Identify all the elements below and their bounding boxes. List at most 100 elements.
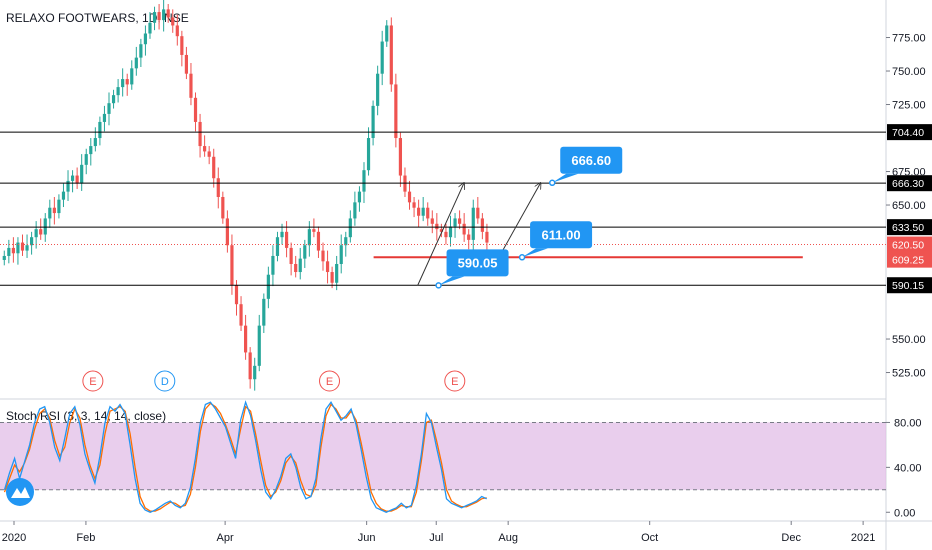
candle-body: [312, 229, 316, 232]
candle-body: [462, 223, 466, 235]
candle-body: [234, 285, 239, 305]
candle-body: [344, 237, 348, 246]
candle-body: [57, 199, 61, 214]
price-axis-tag-label: 704.40: [892, 127, 924, 139]
candle-body: [321, 250, 325, 262]
candle-body: [439, 229, 443, 232]
price-axis-tag-bg: [887, 175, 932, 192]
event-label: E: [89, 376, 96, 388]
candle-body: [16, 242, 20, 254]
candle-body: [216, 178, 220, 197]
candle-body: [152, 12, 157, 23]
candle-body: [107, 103, 111, 114]
candle-body: [480, 218, 484, 232]
candle-body: [325, 261, 330, 273]
candle-body: [389, 25, 393, 85]
candle-body: [380, 41, 384, 74]
price-axis-tag-bg: [887, 277, 932, 294]
candle-body: [266, 274, 270, 299]
candle-body: [248, 352, 252, 380]
candle-body: [189, 73, 193, 98]
candle-body: [253, 365, 257, 380]
trend-arrow[interactable]: [498, 183, 541, 258]
candle-body: [70, 175, 75, 181]
candle-body: [184, 54, 189, 74]
dividend-event-marker[interactable]: [154, 370, 176, 392]
stoch-k-line: [3, 400, 487, 514]
earnings-event-marker[interactable]: [319, 370, 341, 392]
time-tick-label: 2021: [851, 532, 875, 544]
candle-body: [193, 97, 198, 122]
candle-body: [444, 231, 448, 238]
candle-body: [212, 156, 216, 179]
earnings-event-marker[interactable]: [82, 370, 104, 392]
indicator-label: Stoch RSI (3, 3, 14, 14, close): [6, 409, 166, 423]
time-tick-label: Dec: [781, 532, 801, 544]
candle-body: [412, 202, 416, 208]
candle-body: [30, 237, 34, 246]
candle-body: [275, 237, 280, 256]
candle-body: [203, 146, 207, 152]
candle-body: [430, 218, 434, 224]
candle-body: [111, 95, 116, 104]
candle-body: [11, 247, 15, 254]
earnings-event-marker[interactable]: [444, 370, 466, 392]
callout-anchor: [435, 282, 442, 289]
price-axis-tag-label: 666.30: [892, 178, 924, 190]
candle-body: [25, 245, 29, 251]
price-axis-tag: [887, 251, 932, 268]
event-label: E: [326, 376, 333, 388]
callout-pointer: [438, 276, 465, 286]
rsi-tick-label: 40.00: [894, 462, 922, 474]
candle-body: [66, 180, 70, 192]
time-tick-label: Aug: [498, 532, 518, 544]
trend-arrow[interactable]: [417, 183, 464, 286]
candle-body: [116, 87, 120, 96]
price-tick-label: 725.00: [892, 100, 926, 112]
price-callout[interactable]: [446, 249, 509, 277]
callout-anchor: [548, 179, 556, 187]
candle-body: [421, 207, 425, 216]
price-callout[interactable]: [530, 221, 593, 249]
candle-body: [458, 218, 462, 224]
candle-body: [148, 22, 152, 34]
candle-body: [43, 218, 47, 235]
time-tick-label: Oct: [641, 532, 658, 544]
time-tick-label: Feb: [76, 532, 95, 544]
candle-body: [385, 25, 389, 42]
price-tick-label: 525.00: [892, 368, 926, 380]
candle-body: [180, 36, 184, 55]
candle-body: [102, 113, 107, 122]
candle-body: [7, 247, 11, 256]
candle-body: [48, 207, 52, 219]
candle-body: [426, 207, 430, 219]
candle-body: [467, 234, 471, 240]
candle-body: [89, 146, 93, 155]
candle-body: [80, 164, 84, 184]
candle-body: [476, 207, 480, 219]
price-axis-tag: [887, 236, 932, 253]
candle-body: [366, 138, 371, 171]
price-tick-label: 750.00: [892, 66, 926, 78]
candle-body: [485, 231, 489, 243]
candle-body: [284, 231, 289, 248]
candle-body: [471, 207, 475, 240]
time-tick-label: Jul: [429, 532, 443, 544]
candle-body: [280, 231, 284, 238]
candle-body: [239, 304, 243, 326]
callout-pointer: [552, 173, 579, 183]
candle-body: [289, 247, 293, 264]
price-callout[interactable]: [560, 146, 623, 174]
price-axis-tag-bg: [887, 219, 932, 236]
candle-body: [294, 263, 298, 273]
candle-body: [130, 68, 134, 85]
logo-icon: [11, 487, 30, 498]
logo-badge: [6, 478, 34, 506]
candle-body: [353, 202, 357, 219]
candle-body: [348, 218, 352, 238]
price-axis-tag-label: 609.25: [892, 255, 924, 267]
time-tick-label: Apr: [217, 532, 234, 544]
candle-body: [39, 229, 43, 235]
price-tick-label: 650.00: [892, 200, 926, 212]
